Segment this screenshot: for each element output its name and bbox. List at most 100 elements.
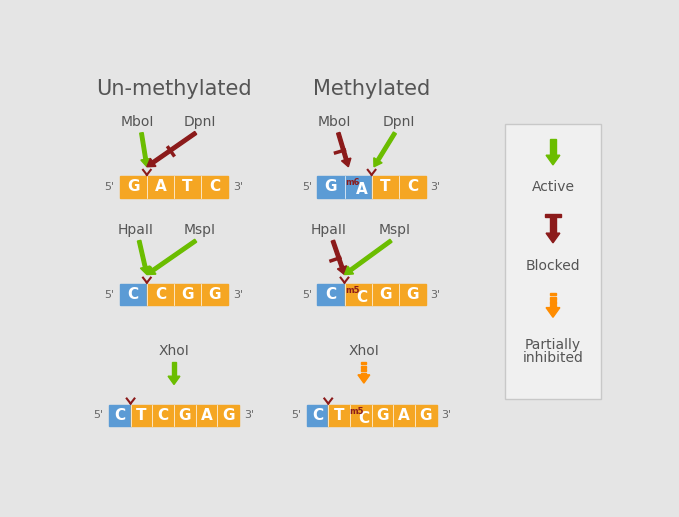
Bar — [361, 373, 366, 375]
Bar — [344, 284, 371, 306]
Text: Un-methylated: Un-methylated — [96, 79, 252, 99]
Text: 3': 3' — [430, 290, 441, 299]
Polygon shape — [331, 240, 347, 275]
Polygon shape — [337, 132, 351, 167]
Text: 3': 3' — [441, 410, 452, 420]
Text: XhoI: XhoI — [159, 344, 189, 358]
Text: Partially: Partially — [525, 338, 581, 352]
Bar — [399, 176, 426, 197]
Polygon shape — [344, 239, 392, 275]
Text: G: G — [127, 179, 140, 194]
Text: A: A — [356, 182, 368, 197]
Text: 3': 3' — [233, 182, 243, 192]
Text: C: C — [356, 290, 368, 305]
Bar — [415, 405, 437, 426]
Text: A: A — [155, 179, 166, 194]
Polygon shape — [546, 233, 560, 243]
Text: 3': 3' — [233, 290, 243, 299]
Polygon shape — [546, 155, 560, 165]
Bar — [371, 176, 399, 197]
Bar — [120, 176, 147, 197]
Bar — [399, 284, 426, 306]
Text: 5': 5' — [93, 410, 103, 420]
Text: C: C — [312, 408, 323, 423]
Text: G: G — [179, 408, 191, 423]
Text: G: G — [208, 287, 221, 302]
Text: m5: m5 — [345, 286, 359, 295]
Text: T: T — [334, 408, 344, 423]
Bar — [344, 176, 371, 197]
Bar — [217, 405, 239, 426]
Text: m5: m5 — [349, 407, 363, 416]
Text: G: G — [376, 408, 388, 423]
Bar — [196, 405, 217, 426]
FancyBboxPatch shape — [505, 125, 601, 399]
Bar — [361, 366, 366, 368]
Bar — [550, 293, 556, 295]
Bar — [174, 284, 201, 306]
Bar — [201, 176, 228, 197]
Polygon shape — [147, 239, 197, 275]
Text: HpaII: HpaII — [311, 223, 347, 237]
Text: C: C — [114, 408, 126, 423]
Text: G: G — [379, 287, 391, 302]
Text: G: G — [420, 408, 432, 423]
Text: A: A — [201, 408, 213, 423]
Bar — [350, 405, 371, 426]
Text: HpaII: HpaII — [117, 223, 153, 237]
Polygon shape — [374, 132, 397, 167]
Text: MboI: MboI — [318, 115, 351, 129]
Bar — [361, 369, 366, 371]
Text: XhoI: XhoI — [348, 344, 380, 358]
Text: DpnI: DpnI — [382, 115, 415, 129]
Bar — [550, 297, 556, 299]
Text: C: C — [325, 287, 337, 302]
Bar — [550, 301, 556, 303]
Bar — [371, 284, 399, 306]
Text: 5': 5' — [104, 290, 114, 299]
Text: inhibited: inhibited — [523, 351, 583, 364]
Bar — [306, 405, 328, 426]
Text: C: C — [128, 287, 139, 302]
Bar — [371, 405, 393, 426]
Bar — [328, 405, 350, 426]
Text: G: G — [325, 179, 337, 194]
Polygon shape — [137, 240, 150, 275]
Text: G: G — [181, 287, 194, 302]
Bar — [120, 284, 147, 306]
Bar — [172, 362, 177, 376]
Text: Active: Active — [532, 180, 574, 194]
Bar — [550, 217, 556, 233]
Text: 5': 5' — [302, 182, 312, 192]
Text: 5': 5' — [104, 182, 114, 192]
Text: T: T — [183, 179, 193, 194]
Bar — [361, 362, 366, 364]
Text: MboI: MboI — [121, 115, 154, 129]
Bar — [174, 176, 201, 197]
Text: DpnI: DpnI — [183, 115, 216, 129]
Bar — [317, 284, 344, 306]
Bar — [174, 405, 196, 426]
Bar — [545, 214, 561, 217]
Bar — [147, 284, 174, 306]
Text: 5': 5' — [291, 410, 301, 420]
Text: G: G — [222, 408, 234, 423]
Text: m6: m6 — [345, 178, 359, 187]
Text: C: C — [155, 287, 166, 302]
Bar — [152, 405, 174, 426]
Text: 5': 5' — [302, 290, 312, 299]
Bar — [201, 284, 228, 306]
Polygon shape — [168, 376, 180, 385]
Text: MspI: MspI — [183, 223, 215, 237]
Polygon shape — [147, 131, 197, 167]
Bar — [109, 405, 130, 426]
Text: T: T — [380, 179, 390, 194]
Text: T: T — [136, 408, 147, 423]
Bar — [550, 305, 556, 308]
Polygon shape — [140, 132, 151, 167]
Text: C: C — [407, 179, 418, 194]
Polygon shape — [546, 308, 560, 317]
Polygon shape — [358, 375, 370, 383]
Text: 3': 3' — [244, 410, 254, 420]
Bar — [147, 176, 174, 197]
